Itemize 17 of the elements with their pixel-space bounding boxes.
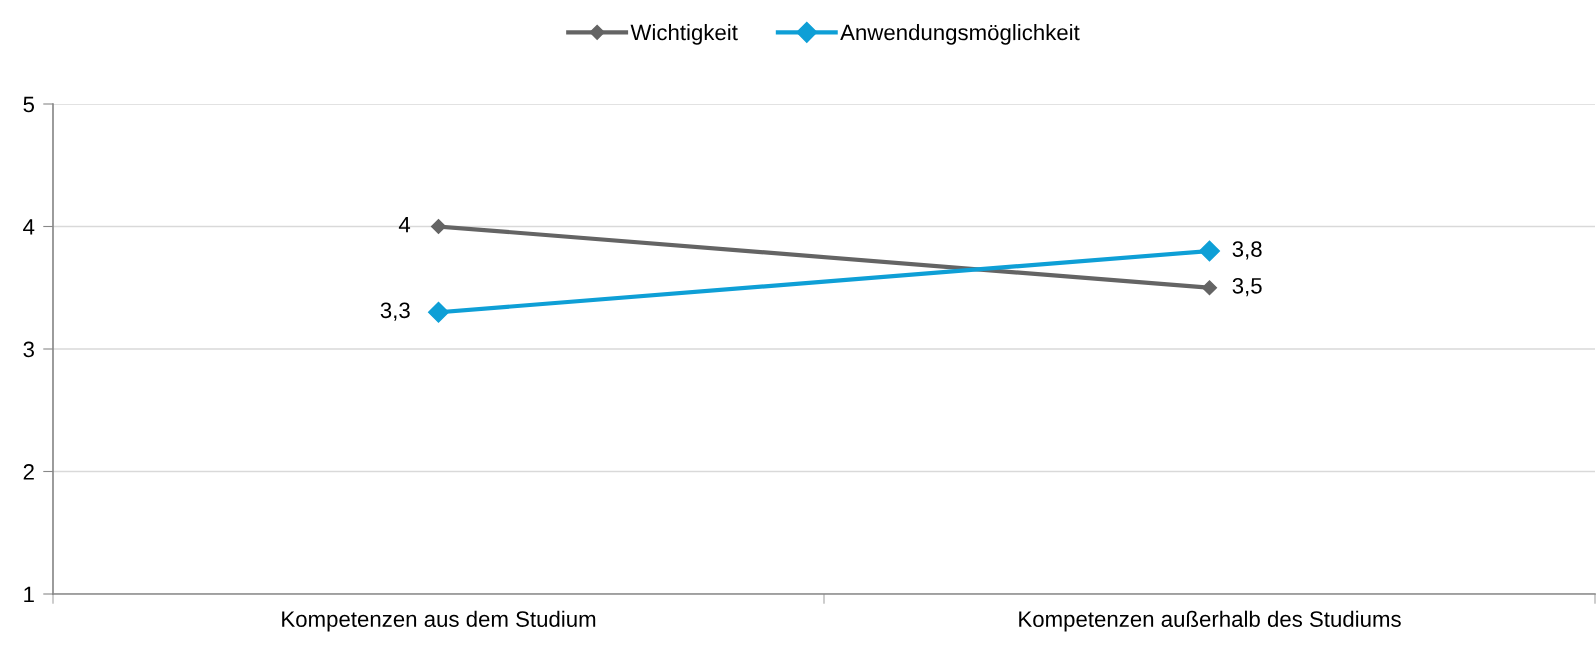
y-tick-label: 4 bbox=[23, 219, 35, 235]
y-tick-label: 1 bbox=[24, 586, 34, 603]
point bbox=[430, 218, 447, 235]
x-tick-label: Kompetenzen aus dem Studium bbox=[282, 610, 596, 632]
y-tick-label: 2 bbox=[23, 464, 34, 480]
data-label: 3,5 bbox=[1232, 277, 1262, 297]
data-label: 3,8 bbox=[1232, 241, 1262, 260]
y-tick-label: 3 bbox=[23, 341, 34, 358]
data-label: 4 bbox=[398, 216, 411, 233]
point bbox=[1198, 240, 1221, 262]
legend-label: Anwendungsmöglichkeit bbox=[840, 24, 1080, 45]
point bbox=[427, 301, 450, 323]
data-label: 3,3 bbox=[380, 302, 410, 321]
legend-label: Wichtigkeit bbox=[630, 24, 738, 45]
point bbox=[1201, 280, 1218, 296]
x-tick-label: Kompetenzen außerhalb des Studiums bbox=[1019, 610, 1401, 632]
y-tick-label: 5 bbox=[23, 96, 35, 113]
